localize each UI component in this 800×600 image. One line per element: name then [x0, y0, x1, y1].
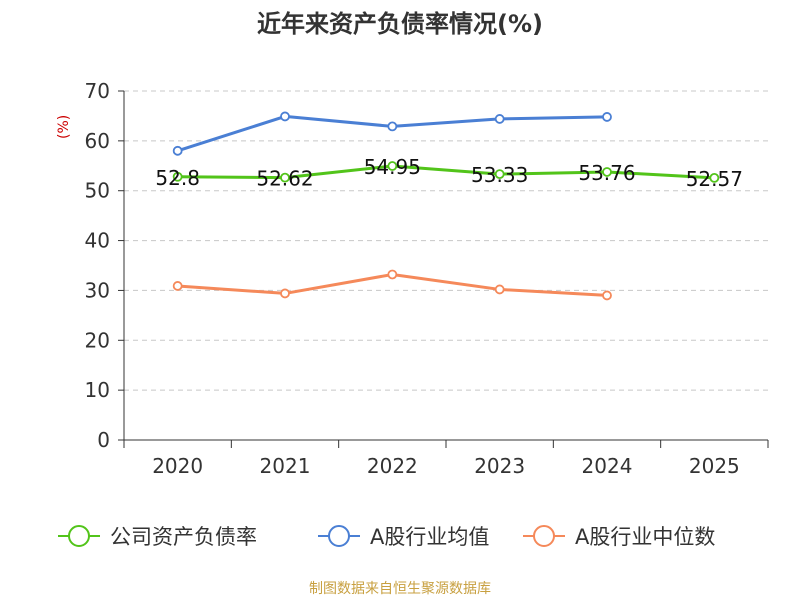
data-point — [172, 171, 183, 182]
legend-label: A股行业均值 — [370, 525, 489, 549]
data-point — [602, 167, 612, 177]
x-tick-label: 2023 — [474, 454, 525, 478]
chart-title: 近年来资产负债率情况(%) — [257, 10, 543, 38]
data-label: 52.8 — [155, 166, 200, 190]
data-point — [602, 112, 612, 122]
series-lines — [172, 111, 720, 301]
y-tick-label: 70 — [85, 79, 110, 103]
y-tick-label: 10 — [85, 378, 110, 402]
data-point — [280, 288, 290, 299]
y-tick-label: 50 — [85, 179, 110, 203]
data-label: 52.62 — [256, 167, 313, 191]
data-point — [494, 284, 505, 295]
data-label: 53.76 — [578, 161, 635, 185]
source-note: 制图数据来自恒生聚源数据库 — [309, 581, 491, 597]
axes: 0 10 20 30 40 50 60 70 2020 2021 2022 2023 2024 2025 (… — [56, 79, 769, 478]
legend-marker — [328, 525, 350, 547]
y-tick-label: 40 — [85, 229, 110, 253]
data-point — [494, 114, 505, 124]
x-tick-label: 2024 — [582, 454, 633, 478]
data-point — [709, 173, 720, 183]
data-label: 53.33 — [471, 163, 528, 187]
data-point — [602, 290, 612, 301]
legend-marker — [68, 525, 90, 547]
y-axis-label: (%) — [56, 115, 72, 139]
data-point — [494, 169, 505, 180]
data-point — [172, 281, 183, 291]
legend-label: A股行业中位数 — [575, 525, 715, 549]
legend-marker — [533, 525, 555, 547]
data-label: 52.57 — [686, 167, 743, 191]
data-labels: 52.8 52.62 54.95 53.33 53.76 52.57 — [155, 155, 743, 191]
y-tick-label: 20 — [85, 328, 110, 352]
data-point — [172, 145, 183, 156]
data-point — [280, 111, 290, 122]
y-tick-label: 30 — [85, 278, 110, 302]
data-point — [280, 172, 290, 183]
data-label: 54.95 — [364, 155, 421, 179]
legend-label: 公司资产负债率 — [110, 525, 257, 549]
x-tick-label: 2021 — [260, 454, 311, 478]
y-tick-label: 60 — [85, 129, 110, 153]
legend: 公司资产负债率 A股行业均值 A股行业中位数 — [58, 525, 715, 549]
data-point — [387, 269, 398, 280]
data-point — [387, 161, 398, 171]
x-tick-label: 2020 — [152, 454, 203, 478]
x-tick-label: 2025 — [689, 454, 740, 478]
series-line — [177, 164, 715, 180]
x-tick-label: 2022 — [367, 454, 418, 478]
y-tick-label: 0 — [97, 428, 110, 452]
data-point — [387, 121, 398, 132]
